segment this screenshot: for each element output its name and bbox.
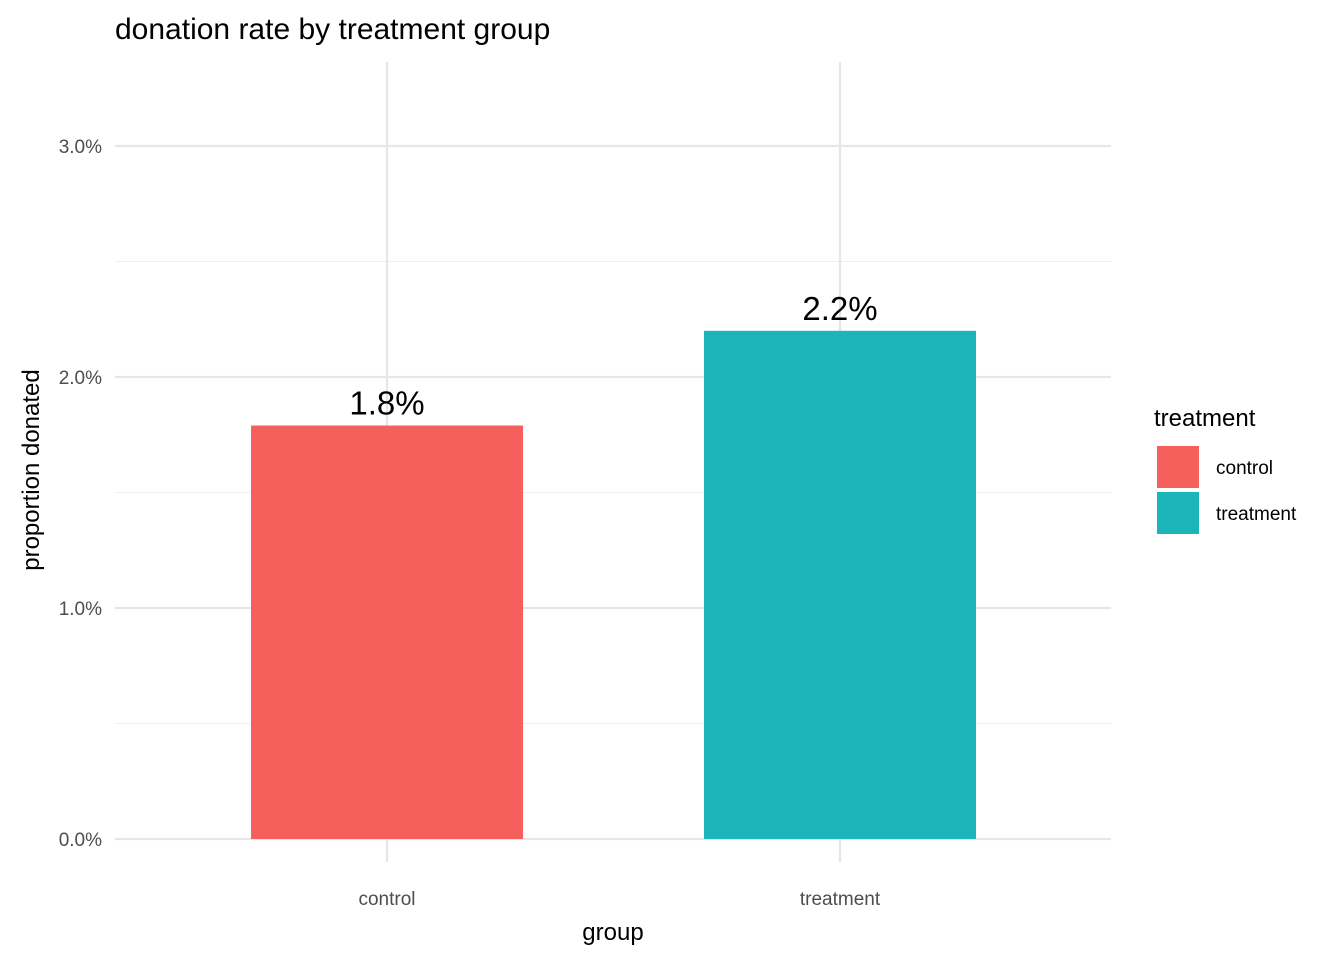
y-axis-title: proportion donated [18, 369, 45, 571]
data-label-control: 1.8% [349, 385, 424, 422]
y-tick-label: 2.0% [59, 368, 102, 389]
chart-title: donation rate by treatment group [115, 13, 550, 46]
legend-label-treatment: treatment [1216, 504, 1297, 525]
legend-entries: control treatment [1157, 446, 1297, 534]
legend-label-control: control [1216, 458, 1273, 479]
x-axis-ticks: control treatment [358, 889, 880, 910]
legend-swatch-treatment [1157, 492, 1199, 534]
y-tick-label: 1.0% [59, 599, 102, 620]
bars [251, 330, 976, 839]
x-axis-title: group [582, 919, 643, 946]
y-axis-ticks: 0.0% 1.0% 2.0% 3.0% [59, 137, 102, 851]
y-tick-label: 3.0% [59, 137, 102, 158]
legend-swatch-control [1157, 446, 1199, 488]
y-tick-label: 0.0% [59, 830, 102, 851]
data-labels: 1.8% 2.2% [349, 290, 877, 422]
data-label-treatment: 2.2% [802, 290, 877, 327]
bar-control [251, 425, 523, 839]
legend: treatment control treatment [1154, 405, 1297, 534]
legend-title: treatment [1154, 405, 1256, 432]
x-tick-label: treatment [800, 889, 881, 910]
bar-treatment [704, 330, 976, 839]
x-tick-label: control [358, 889, 415, 910]
